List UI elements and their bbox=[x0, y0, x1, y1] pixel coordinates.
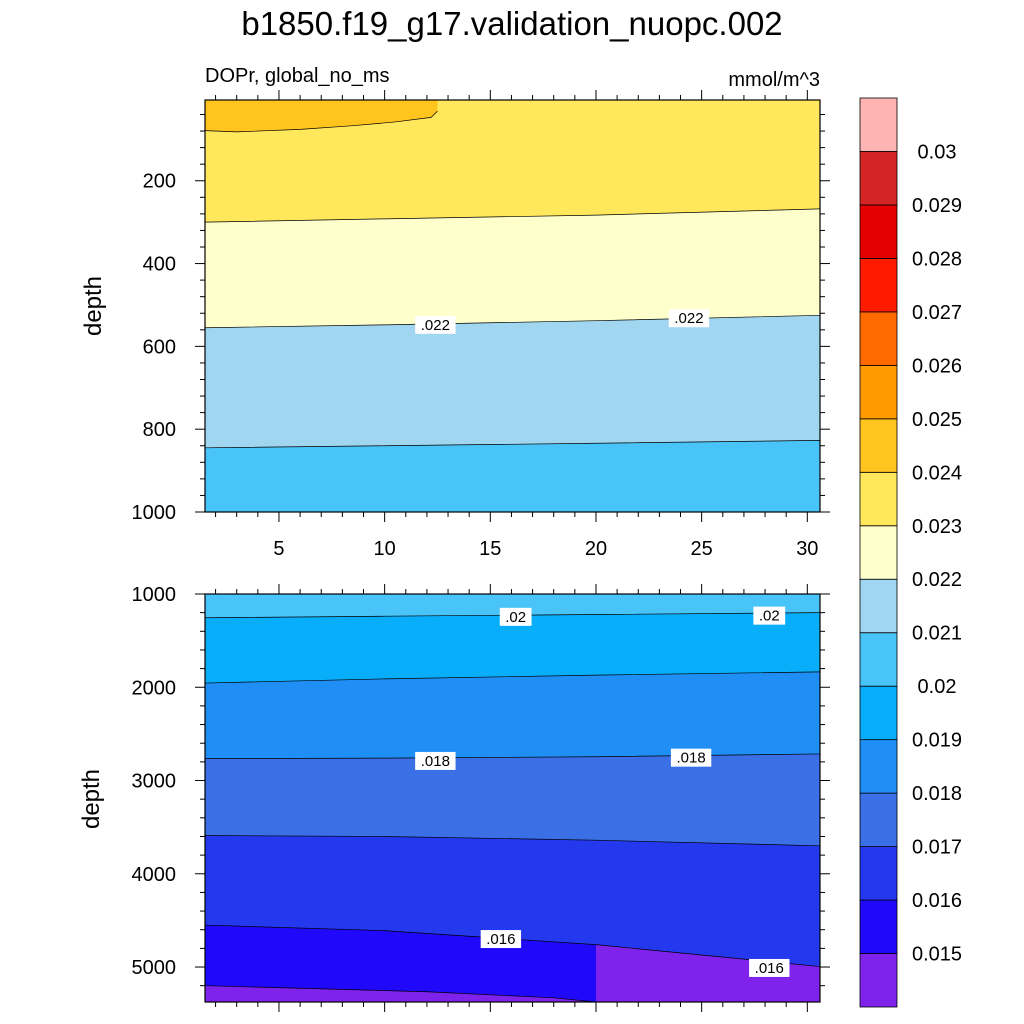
colorbar-box bbox=[859, 846, 898, 901]
contour-label: .016 bbox=[749, 958, 790, 977]
colorbar-label: 0.028 bbox=[912, 248, 962, 270]
colorbar-label: 0.023 bbox=[912, 516, 962, 538]
colorbar-box bbox=[859, 258, 898, 313]
contour-label: .02 bbox=[753, 606, 786, 625]
contour-label-text: .018 bbox=[676, 750, 705, 767]
colorbar-box bbox=[859, 739, 898, 794]
lower-ylabel: depth bbox=[78, 769, 105, 829]
colorbar-box bbox=[859, 792, 898, 847]
colorbar-box bbox=[859, 685, 898, 741]
contour-line-0.024 bbox=[205, 110, 438, 133]
contour-label-text: .02 bbox=[759, 608, 780, 625]
plot-frame bbox=[204, 99, 821, 513]
colorbar-box bbox=[859, 953, 898, 1008]
colorbar-box bbox=[859, 204, 898, 259]
colorbar-label: 0.021 bbox=[912, 623, 962, 645]
colorbar-box bbox=[859, 899, 898, 954]
colorbar-label: 0.015 bbox=[912, 944, 962, 966]
contour-fill-0.024 bbox=[205, 100, 438, 132]
plot-frame bbox=[204, 593, 821, 1003]
x-tick-label: 5 bbox=[273, 538, 284, 560]
contour-label: .016 bbox=[480, 930, 522, 949]
colorbar-box bbox=[859, 311, 898, 366]
colorbar-label: 0.019 bbox=[912, 730, 962, 752]
contour-label-text: .016 bbox=[486, 931, 515, 948]
x-tick-label: 10 bbox=[374, 538, 396, 560]
chart-title: b1850.f19_g17.validation_nuopc.002 bbox=[241, 5, 782, 42]
colorbar-label: 0.02 bbox=[918, 676, 957, 698]
colorbar-label: 0.024 bbox=[912, 462, 962, 484]
colorbar-label: 0.027 bbox=[912, 302, 962, 324]
contour-label: .018 bbox=[415, 751, 456, 770]
upper-contour-panel: .022 .022 5 10 15 20 25 30 200 400 600 800 1000 bbox=[132, 90, 830, 560]
colorbar-label: 0.017 bbox=[912, 837, 962, 859]
colorbar: 0.015 0.016 0.017 0.018 0.019 0.02 0.021 0.022 0… bbox=[859, 97, 962, 1008]
y-tick-label: 600 bbox=[143, 336, 176, 358]
x-tick-label: 20 bbox=[585, 538, 607, 560]
variable-label: DOPr, global_no_ms bbox=[205, 65, 390, 87]
contour-label: .022 bbox=[415, 315, 456, 334]
contour-line-0.023 bbox=[205, 208, 820, 223]
colorbar-label: 0.026 bbox=[912, 355, 962, 377]
contour-line-0.017 bbox=[205, 835, 820, 847]
colorbar-box bbox=[859, 364, 898, 420]
colorbar-box bbox=[859, 418, 898, 473]
colorbar-box bbox=[859, 578, 898, 634]
contour-label-text: .016 bbox=[755, 960, 784, 977]
contour-line-0.019 bbox=[205, 671, 820, 684]
colorbar-box bbox=[859, 632, 898, 687]
colorbar-label: 0.018 bbox=[912, 783, 962, 805]
contour-label-text: .022 bbox=[421, 317, 450, 334]
x-tick-label: 15 bbox=[479, 538, 501, 560]
colorbar-label: 0.025 bbox=[912, 409, 962, 431]
contour-label: .022 bbox=[668, 309, 710, 328]
x-tick-label: 30 bbox=[796, 538, 818, 560]
colorbar-label: 0.022 bbox=[912, 569, 962, 591]
x-tick-label: 25 bbox=[691, 538, 713, 560]
units-label: mmol/m^3 bbox=[728, 69, 820, 91]
colorbar-box bbox=[859, 525, 898, 580]
contour-label-text: .022 bbox=[674, 310, 703, 327]
y-tick-label: 3000 bbox=[132, 771, 177, 793]
lower-contour-panel: .02 .02 .018 .018 .016 .016 1000 2000 3000 4000 50… bbox=[132, 584, 830, 1012]
colorbar-box bbox=[859, 151, 898, 206]
contour-fill-0.023 bbox=[205, 100, 820, 223]
contour-label-text: .018 bbox=[421, 753, 450, 770]
colorbar-label: 0.029 bbox=[912, 195, 962, 217]
contour-label: .018 bbox=[670, 748, 712, 767]
y-tick-label: 5000 bbox=[132, 957, 177, 979]
contour-label: .02 bbox=[499, 607, 532, 626]
y-tick-label: 200 bbox=[143, 171, 176, 193]
upper-ylabel: depth bbox=[80, 276, 107, 336]
y-tick-label: 4000 bbox=[132, 864, 177, 886]
y-tick-label: 1000 bbox=[132, 502, 177, 524]
contour-line-0.02 bbox=[205, 612, 820, 619]
colorbar-box bbox=[859, 471, 898, 527]
colorbar-label: 0.03 bbox=[918, 141, 957, 163]
y-tick-label: 800 bbox=[143, 419, 176, 441]
colorbar-label: 0.016 bbox=[912, 890, 962, 912]
colorbar-box bbox=[859, 97, 898, 152]
contour-label-text: .02 bbox=[505, 609, 526, 626]
contour-line-0.015 bbox=[205, 985, 597, 1002]
contour-line-0.021 bbox=[205, 440, 820, 449]
y-tick-label: 2000 bbox=[132, 677, 177, 699]
contour-fill-0.02 bbox=[205, 594, 820, 618]
y-tick-label: 400 bbox=[143, 254, 176, 276]
y-tick-label: 1000 bbox=[132, 584, 177, 606]
